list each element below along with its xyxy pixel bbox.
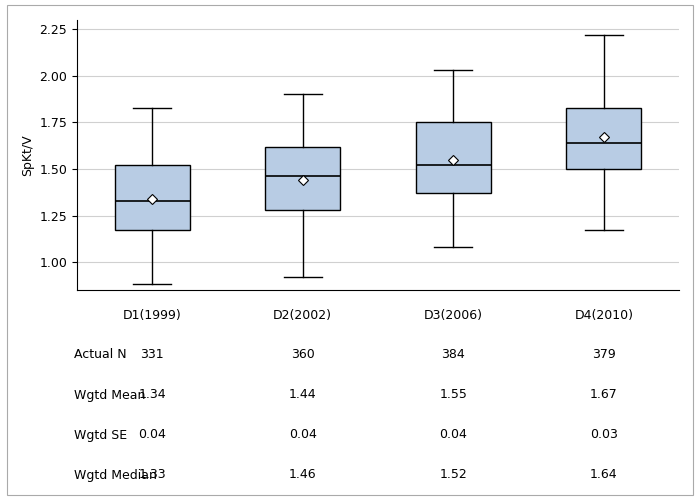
Text: 1.44: 1.44 xyxy=(289,388,316,402)
Y-axis label: SpKt/V: SpKt/V xyxy=(21,134,34,176)
PathPatch shape xyxy=(416,122,491,193)
Text: 331: 331 xyxy=(141,348,164,362)
Text: 1.55: 1.55 xyxy=(440,388,467,402)
PathPatch shape xyxy=(265,146,340,210)
Text: Wgtd SE: Wgtd SE xyxy=(74,428,127,442)
Text: 379: 379 xyxy=(592,348,615,362)
Text: 1.64: 1.64 xyxy=(590,468,617,481)
Text: D3(2006): D3(2006) xyxy=(424,308,483,322)
Text: Wgtd Mean: Wgtd Mean xyxy=(74,388,145,402)
Text: 0.04: 0.04 xyxy=(289,428,316,442)
Text: D2(2002): D2(2002) xyxy=(273,308,332,322)
Text: 1.67: 1.67 xyxy=(590,388,617,402)
Text: Actual N: Actual N xyxy=(74,348,126,362)
PathPatch shape xyxy=(566,108,641,169)
Text: D4(2010): D4(2010) xyxy=(574,308,634,322)
Text: Wgtd Median: Wgtd Median xyxy=(74,468,156,481)
Text: 1.52: 1.52 xyxy=(440,468,467,481)
Text: 360: 360 xyxy=(291,348,314,362)
Text: 0.03: 0.03 xyxy=(590,428,617,442)
Text: 1.34: 1.34 xyxy=(139,388,166,402)
Text: 0.04: 0.04 xyxy=(139,428,166,442)
Text: 384: 384 xyxy=(442,348,465,362)
Text: D1(1999): D1(1999) xyxy=(123,308,181,322)
Text: 0.04: 0.04 xyxy=(440,428,467,442)
Text: 1.46: 1.46 xyxy=(289,468,316,481)
PathPatch shape xyxy=(115,165,190,230)
Text: 1.33: 1.33 xyxy=(139,468,166,481)
